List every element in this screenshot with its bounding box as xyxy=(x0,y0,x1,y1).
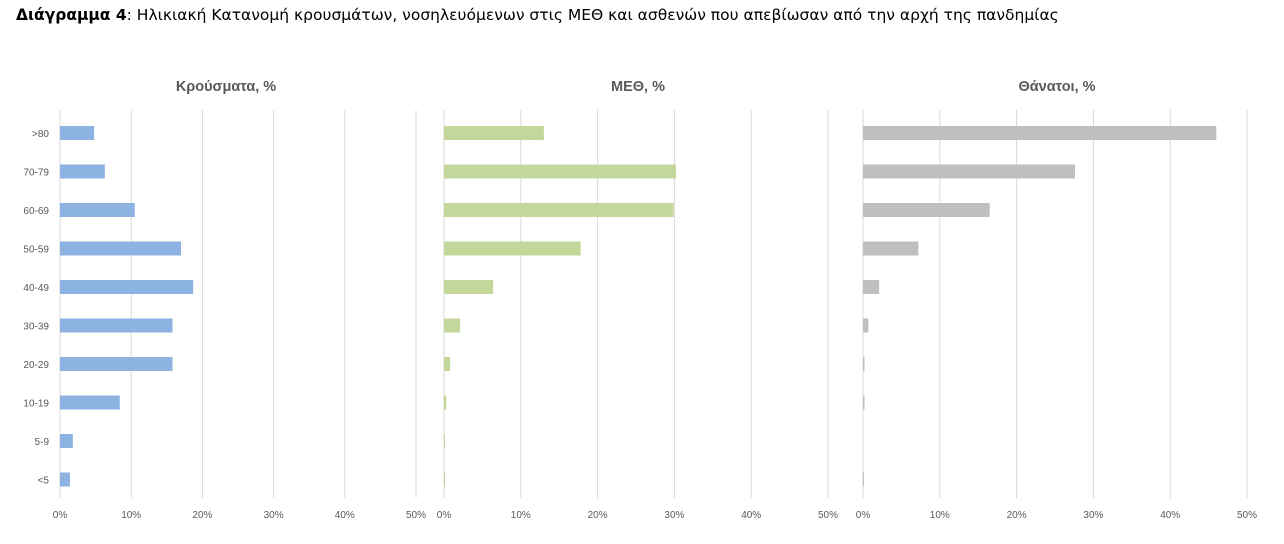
x-tick-label: 30% xyxy=(264,510,284,521)
y-tick-label: 50-59 xyxy=(23,245,49,256)
y-tick-label: <5 xyxy=(38,476,50,487)
y-tick-label: >80 xyxy=(32,129,49,140)
x-tick-label: 10% xyxy=(930,510,950,521)
chart-title: ΜΕΘ, % xyxy=(611,79,665,95)
y-tick-label: 10-19 xyxy=(23,399,49,410)
x-tick-label: 50% xyxy=(1237,510,1257,521)
bar xyxy=(863,203,990,217)
bar xyxy=(444,318,461,333)
figure-caption: Διάγραμμα 4: Ηλικιακή Κατανομή κρουσμάτω… xyxy=(16,6,1059,24)
bar xyxy=(60,241,182,256)
figure-caption-text: : Ηλικιακή Κατανομή κρουσμάτων, νοσηλευό… xyxy=(126,6,1059,24)
bar xyxy=(863,357,865,371)
x-tick-label: 10% xyxy=(511,510,531,521)
bar xyxy=(60,280,194,294)
bar xyxy=(444,241,581,256)
x-tick-label: 0% xyxy=(437,510,452,521)
y-tick-label: 5-9 xyxy=(35,437,50,448)
y-tick-label: 30-39 xyxy=(23,322,49,333)
x-tick-label: 0% xyxy=(53,510,68,521)
bar xyxy=(60,472,70,487)
bar xyxy=(444,357,451,371)
bar xyxy=(60,126,95,140)
x-tick-label: 20% xyxy=(192,510,212,521)
x-tick-label: 30% xyxy=(1083,510,1103,521)
x-tick-label: 0% xyxy=(856,510,871,521)
bar xyxy=(60,434,73,448)
y-tick-label: 70-79 xyxy=(23,168,49,179)
bar xyxy=(863,395,865,410)
chart-title: Θάνατοι, % xyxy=(1018,79,1095,95)
chart-title: Κρούσματα, % xyxy=(176,79,276,95)
figure-label: Διάγραμμα 4 xyxy=(16,6,127,24)
x-tick-label: 30% xyxy=(664,510,684,521)
bar xyxy=(863,472,864,487)
bar xyxy=(863,280,880,294)
bar xyxy=(863,241,919,256)
bar xyxy=(444,434,445,448)
y-tick-label: 20-29 xyxy=(23,360,49,371)
y-tick-label: 60-69 xyxy=(23,206,49,217)
x-tick-label: 40% xyxy=(335,510,355,521)
x-tick-label: 20% xyxy=(588,510,608,521)
bar xyxy=(60,203,135,217)
bar xyxy=(863,164,1075,179)
bar xyxy=(60,318,173,333)
y-tick-label: 40-49 xyxy=(23,283,49,294)
bar xyxy=(444,126,544,140)
bar xyxy=(444,203,674,217)
bar xyxy=(863,126,1217,140)
bar xyxy=(444,280,494,294)
bar xyxy=(60,395,120,410)
x-tick-label: 40% xyxy=(1160,510,1180,521)
x-tick-label: 40% xyxy=(741,510,761,521)
bar xyxy=(444,472,445,487)
bar xyxy=(444,164,676,179)
x-tick-label: 50% xyxy=(818,510,838,521)
bar xyxy=(444,395,447,410)
bar xyxy=(60,357,173,371)
x-tick-label: 50% xyxy=(406,510,426,521)
x-tick-label: 10% xyxy=(121,510,141,521)
bar xyxy=(863,318,869,333)
bar xyxy=(60,164,105,179)
x-tick-label: 20% xyxy=(1007,510,1027,521)
